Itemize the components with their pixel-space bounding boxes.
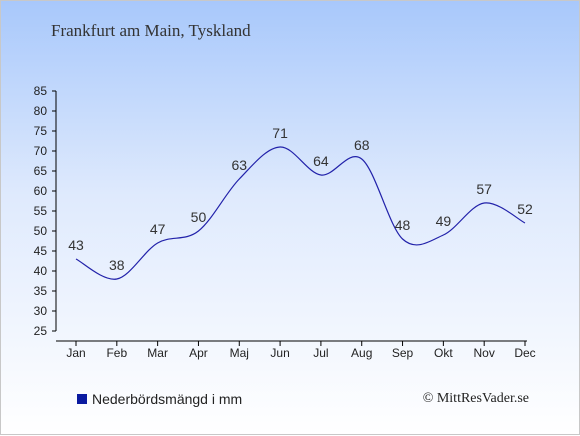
y-tick-label: 55: [34, 204, 48, 218]
data-label: 38: [109, 257, 125, 273]
x-tick-label: Jan: [66, 346, 85, 360]
x-tick-label: Maj: [230, 346, 249, 360]
y-tick-label: 45: [34, 244, 48, 258]
data-label: 64: [313, 153, 329, 169]
y-tick-label: 75: [34, 124, 48, 138]
legend-label: Nederbördsmängd i mm: [92, 391, 243, 407]
legend: Nederbördsmängd i mm: [77, 391, 242, 407]
y-tick-label: 70: [34, 144, 48, 158]
y-tick-label: 65: [34, 164, 48, 178]
chart-title: Frankfurt am Main, Tyskland: [51, 21, 251, 40]
data-label: 68: [354, 137, 370, 153]
y-tick-label: 35: [34, 284, 48, 298]
y-tick-label: 40: [34, 264, 48, 278]
x-tick-label: Jun: [270, 346, 289, 360]
y-tick-label: 60: [34, 184, 48, 198]
x-tick-label: Okt: [434, 346, 453, 360]
data-label: 57: [476, 181, 492, 197]
data-label: 71: [272, 125, 288, 141]
data-label: 43: [68, 237, 84, 253]
x-tick-label: Aug: [351, 346, 372, 360]
data-label: 47: [150, 221, 166, 237]
y-tick-label: 85: [34, 84, 48, 98]
x-tick-label: Feb: [106, 346, 127, 360]
x-tick-label: Apr: [189, 346, 208, 360]
data-label: 50: [191, 209, 207, 225]
data-label: 48: [395, 217, 411, 233]
y-tick-label: 30: [34, 304, 48, 318]
x-tick-label: Mar: [147, 346, 168, 360]
x-tick-label: Nov: [474, 346, 495, 360]
series-line: [75, 146, 526, 280]
y-tick-label: 50: [34, 224, 48, 238]
data-label: 63: [231, 157, 247, 173]
x-tick-label: Jul: [313, 346, 328, 360]
x-tick-label: Dec: [514, 346, 535, 360]
legend-swatch: [77, 394, 87, 404]
y-tick-label: 80: [34, 104, 48, 118]
x-tick-label: Sep: [392, 346, 414, 360]
y-tick-label: 25: [34, 324, 48, 338]
data-label: 49: [436, 213, 452, 229]
copyright-text: © MittResVader.se: [422, 391, 529, 406]
data-label: 52: [517, 201, 533, 217]
